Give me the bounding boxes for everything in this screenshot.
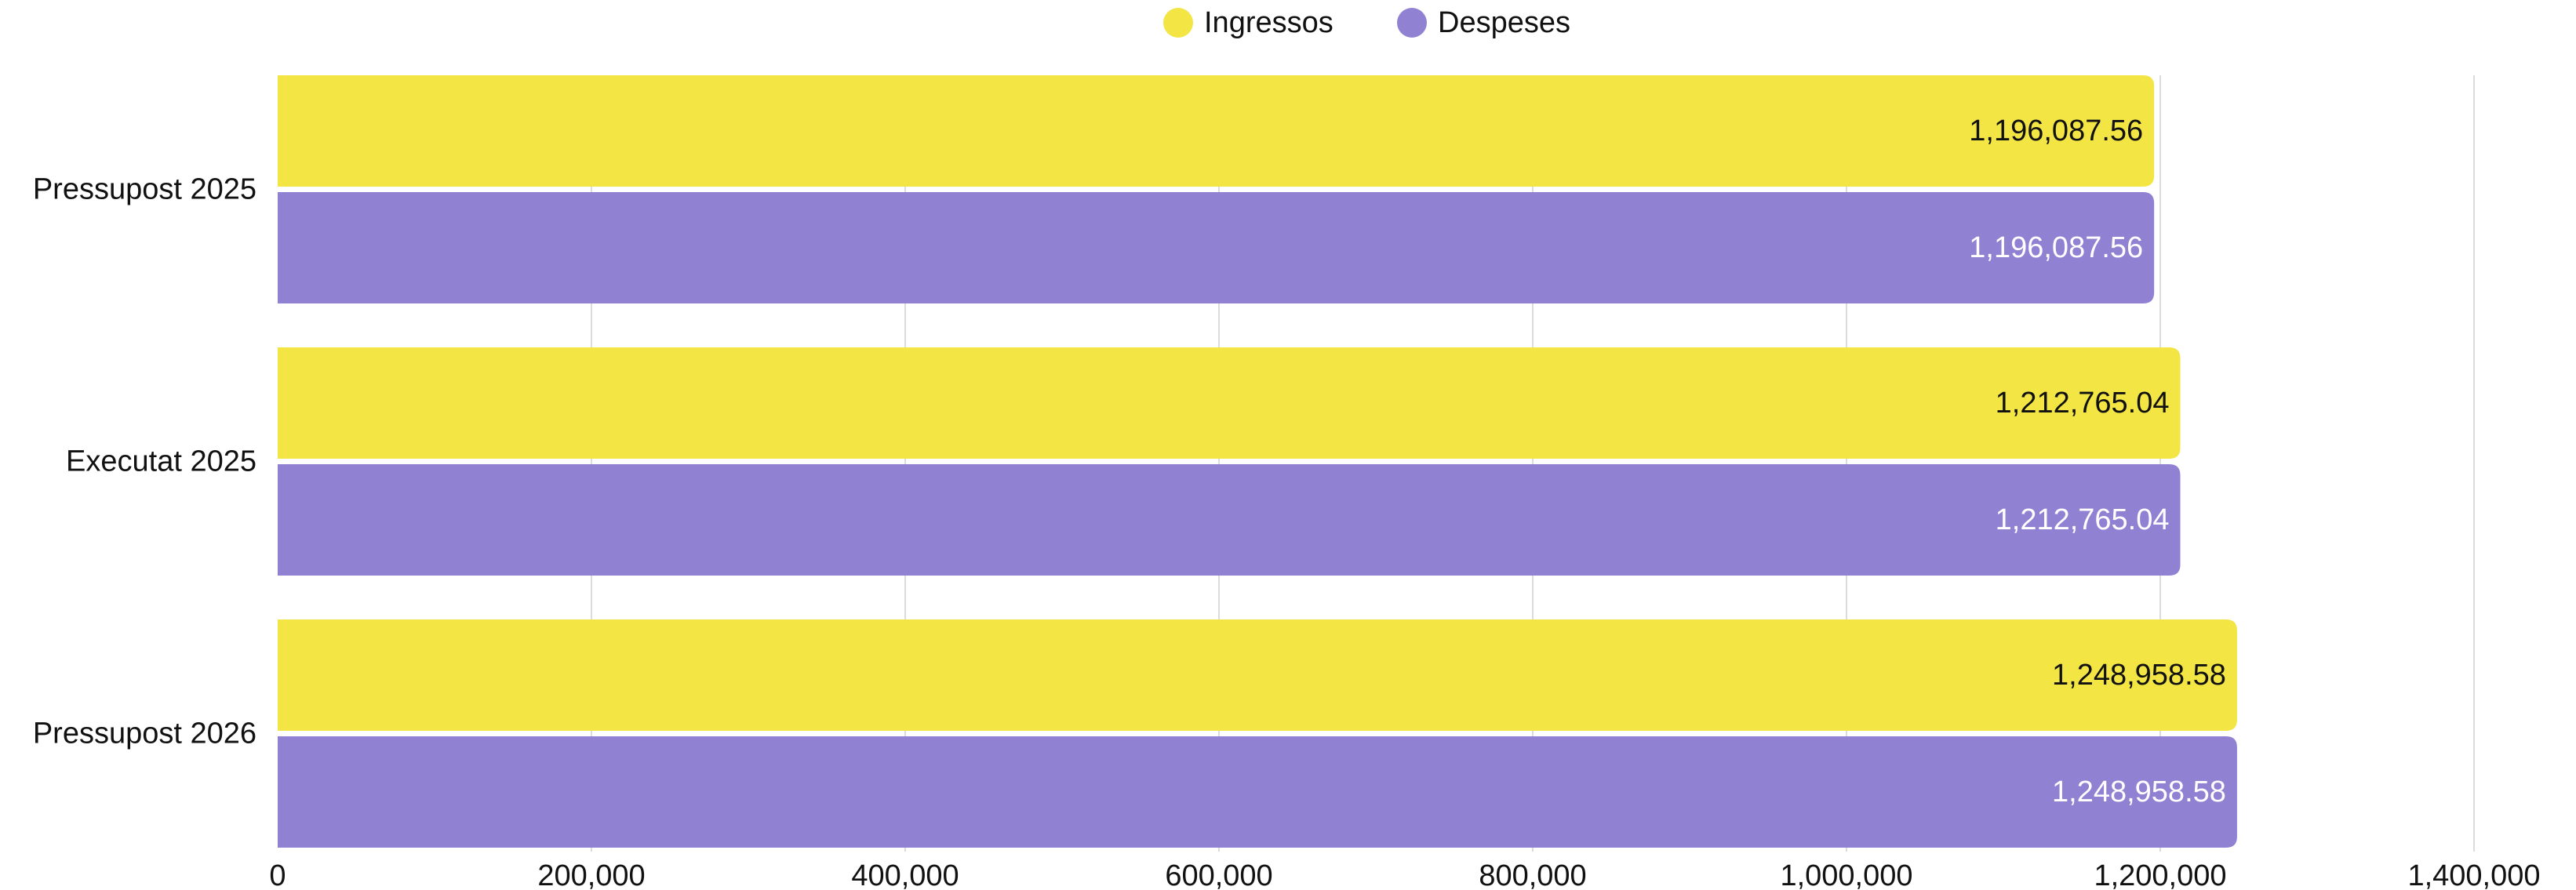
bar-ingressos-executat-2025[interactable] [278, 347, 2181, 459]
data-label-ingressos-executat-2025: 1,212,765.04 [1996, 387, 2170, 420]
legend-swatch-ingressos[interactable] [1163, 8, 1193, 38]
bar-despeses-executat-2025[interactable] [278, 464, 2181, 576]
data-label-despeses-pressupost-2026: 1,248,958.58 [2052, 776, 2226, 808]
category-axis: Pressupost 2025 Executat 2025 Pressupost 2… [33, 173, 257, 750]
x-tick-label-1-000-000: 1,000,000 [1780, 859, 1912, 890]
x-tick-label-600-000: 600,000 [1165, 859, 1272, 890]
legend-swatch-despeses[interactable] [1397, 8, 1427, 38]
bars [278, 75, 2237, 848]
category-label-pressupost-2025: Pressupost 2025 [33, 173, 257, 206]
x-tick-label-0: 0 [269, 859, 286, 890]
x-tick-label-400-000: 400,000 [851, 859, 959, 890]
bar-ingressos-pressupost-2026[interactable] [278, 619, 2237, 731]
data-labels: 1,196,087.56 1,196,087.56 1,212,765.04 1,21… [1969, 114, 2226, 808]
data-label-ingressos-pressupost-2025: 1,196,087.56 [1969, 114, 2143, 147]
grid-lines [591, 75, 2475, 852]
x-tick-label-800-000: 800,000 [1479, 859, 1586, 890]
bar-ingressos-pressupost-2025[interactable] [278, 75, 2155, 187]
x-tick-label-1-400-000: 1,400,000 [2407, 859, 2540, 890]
value-axis: 0 200,000 400,000 600,000 800,000 1,000,000 1,… [269, 859, 2540, 890]
bar-despeses-pressupost-2026[interactable] [278, 736, 2237, 848]
x-tick-label-1-200-000: 1,200,000 [2094, 859, 2226, 890]
data-label-despeses-executat-2025: 1,212,765.04 [1996, 503, 2170, 536]
bar-despeses-pressupost-2025[interactable] [278, 192, 2155, 303]
data-label-ingressos-pressupost-2026: 1,248,958.58 [2052, 659, 2226, 692]
legend-label-despeses[interactable]: Despeses [1438, 6, 1570, 39]
category-label-pressupost-2026: Pressupost 2026 [33, 717, 257, 750]
category-label-executat-2025: Executat 2025 [66, 445, 257, 478]
legend: Ingressos Despeses [1163, 6, 1570, 39]
x-tick-label-200-000: 200,000 [537, 859, 645, 890]
legend-label-ingressos[interactable]: Ingressos [1204, 6, 1333, 39]
data-label-despeses-pressupost-2025: 1,196,087.56 [1969, 231, 2143, 264]
